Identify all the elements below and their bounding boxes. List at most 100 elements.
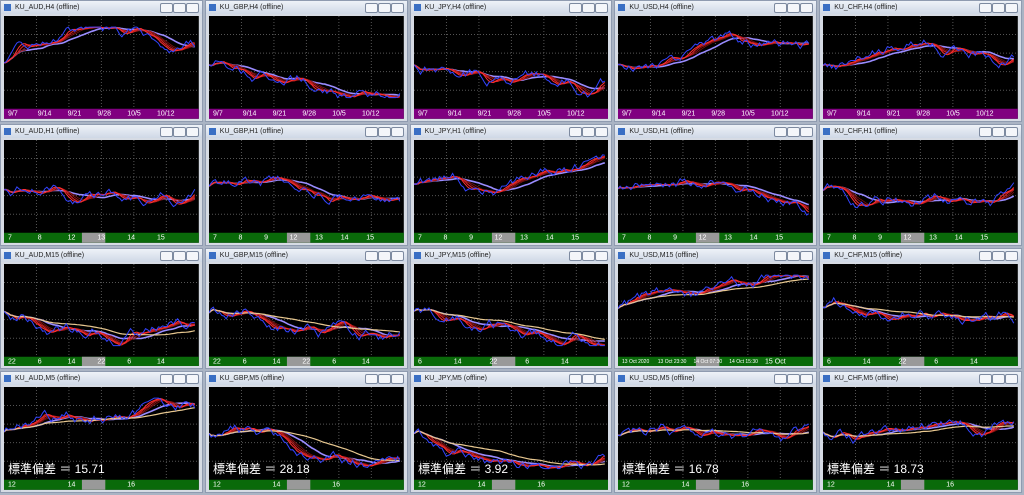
axis-strip-segment — [81, 480, 106, 490]
minimize-button[interactable] — [159, 374, 173, 385]
indicator-line — [823, 300, 1015, 321]
close-button[interactable] — [800, 250, 814, 261]
maximize-button[interactable] — [582, 250, 596, 261]
x-axis-label: 14 — [157, 358, 165, 365]
close-button[interactable] — [390, 126, 404, 137]
minimize-button[interactable] — [978, 3, 992, 13]
indicator-line — [823, 425, 1015, 438]
close-button[interactable] — [595, 250, 609, 261]
indicator-line — [4, 310, 195, 336]
maximize-button[interactable] — [377, 3, 391, 13]
close-button[interactable] — [185, 374, 199, 385]
close-button[interactable] — [1004, 374, 1018, 385]
x-axis-label: 13 Oct 2020 — [622, 359, 649, 365]
x-axis-label: 13 — [725, 234, 733, 241]
x-axis-label: 12 — [827, 482, 835, 489]
window-icon — [4, 375, 11, 383]
maximize-button[interactable] — [172, 3, 186, 13]
x-axis-label: 14 — [750, 234, 758, 241]
x-axis-label: 14 — [272, 358, 280, 365]
close-button[interactable] — [1004, 3, 1018, 13]
x-axis-label: 9/14 — [38, 111, 52, 118]
maximize-button[interactable] — [991, 250, 1005, 261]
maximize-button[interactable] — [582, 3, 596, 13]
x-axis-label: 9/7 — [622, 111, 632, 118]
close-button[interactable] — [185, 3, 199, 13]
close-button[interactable] — [185, 126, 199, 137]
maximize-button[interactable] — [991, 3, 1005, 13]
minimize-button[interactable] — [364, 374, 378, 385]
x-axis-label: 14 — [127, 234, 135, 241]
maximize-button[interactable] — [787, 250, 801, 261]
minimize-button[interactable] — [364, 126, 378, 137]
minimize-button[interactable] — [569, 126, 583, 137]
window-icon — [413, 375, 421, 383]
minimize-button[interactable] — [774, 126, 788, 137]
maximize-button[interactable] — [991, 126, 1005, 137]
window-title: KU_GBP,M15 (offline) — [219, 251, 289, 259]
maximize-button[interactable] — [787, 126, 801, 137]
minimize-button[interactable] — [978, 250, 992, 261]
close-button[interactable] — [1004, 126, 1018, 137]
x-axis-label: 8 — [853, 234, 857, 241]
price-line — [823, 182, 1015, 209]
chart-area: 22 6 14 22 6 14 — [208, 263, 404, 367]
window-title: KU_GBP,H1 (offline) — [219, 127, 284, 135]
minimize-button[interactable] — [159, 250, 173, 261]
minimize-button[interactable] — [569, 374, 583, 385]
x-axis-label: 12 — [8, 482, 16, 489]
minimize-button[interactable] — [774, 3, 788, 13]
close-button[interactable] — [1004, 250, 1018, 261]
minimize-button[interactable] — [978, 126, 992, 137]
close-button[interactable] — [800, 126, 814, 137]
maximize-button[interactable] — [991, 374, 1005, 385]
close-button[interactable] — [595, 126, 609, 137]
maximize-button[interactable] — [582, 126, 596, 137]
x-axis-label: 12 — [904, 234, 912, 241]
price-line — [823, 296, 1015, 325]
minimize-button[interactable] — [569, 3, 583, 13]
minimize-button[interactable] — [159, 126, 173, 137]
close-button[interactable] — [185, 250, 199, 261]
close-button[interactable] — [390, 374, 404, 385]
indicator-line — [208, 430, 400, 462]
minimize-button[interactable] — [978, 374, 992, 385]
window-title: KU_CHF,M5 (offline) — [834, 375, 899, 383]
chart-area: 7 8 9 12 13 14 15 — [618, 139, 814, 243]
maximize-button[interactable] — [787, 3, 801, 13]
chart-area: 9/7 9/14 9/21 9/28 10/5 10/12 — [4, 16, 199, 119]
x-axis-label: 12 — [68, 234, 76, 241]
x-axis-label: 10/12 — [362, 111, 380, 118]
maximize-button[interactable] — [377, 250, 391, 261]
maximize-button[interactable] — [377, 126, 391, 137]
x-axis-label: 15 Oct — [765, 358, 786, 365]
minimize-button[interactable] — [569, 250, 583, 261]
close-button[interactable] — [800, 3, 814, 13]
maximize-button[interactable] — [172, 374, 186, 385]
minimize-button[interactable] — [774, 374, 788, 385]
maximize-button[interactable] — [582, 374, 596, 385]
minimize-button[interactable] — [774, 250, 788, 261]
minimize-button[interactable] — [159, 3, 173, 13]
minimize-button[interactable] — [364, 250, 378, 261]
maximize-button[interactable] — [377, 374, 391, 385]
chart-area: 12 14 16 標準偏差 ＝ 18.73 — [823, 387, 1018, 490]
x-axis-label: 14 — [477, 482, 485, 489]
maximize-button[interactable] — [787, 374, 801, 385]
close-button[interactable] — [595, 3, 609, 13]
x-axis-label: 12 — [699, 234, 707, 241]
close-button[interactable] — [390, 250, 404, 261]
std-deviation-label: 標準偏差 ＝ 28.18 — [213, 461, 310, 476]
maximize-button[interactable] — [172, 250, 186, 261]
x-axis-label: 9/21 — [682, 111, 696, 118]
minimize-button[interactable] — [364, 3, 378, 13]
x-axis-label: 13 Oct 23:30 — [658, 359, 687, 365]
maximize-button[interactable] — [172, 126, 186, 137]
chart-window: KU_CHF,H1 (offline) 7 8 9 12 13 14 15 — [819, 123, 1022, 246]
x-axis-label: 14 — [682, 482, 690, 489]
close-button[interactable] — [595, 374, 609, 385]
x-axis-label: 6 — [127, 358, 131, 365]
close-button[interactable] — [390, 3, 404, 13]
close-button[interactable] — [800, 374, 814, 385]
x-axis-label: 9 — [673, 234, 677, 241]
